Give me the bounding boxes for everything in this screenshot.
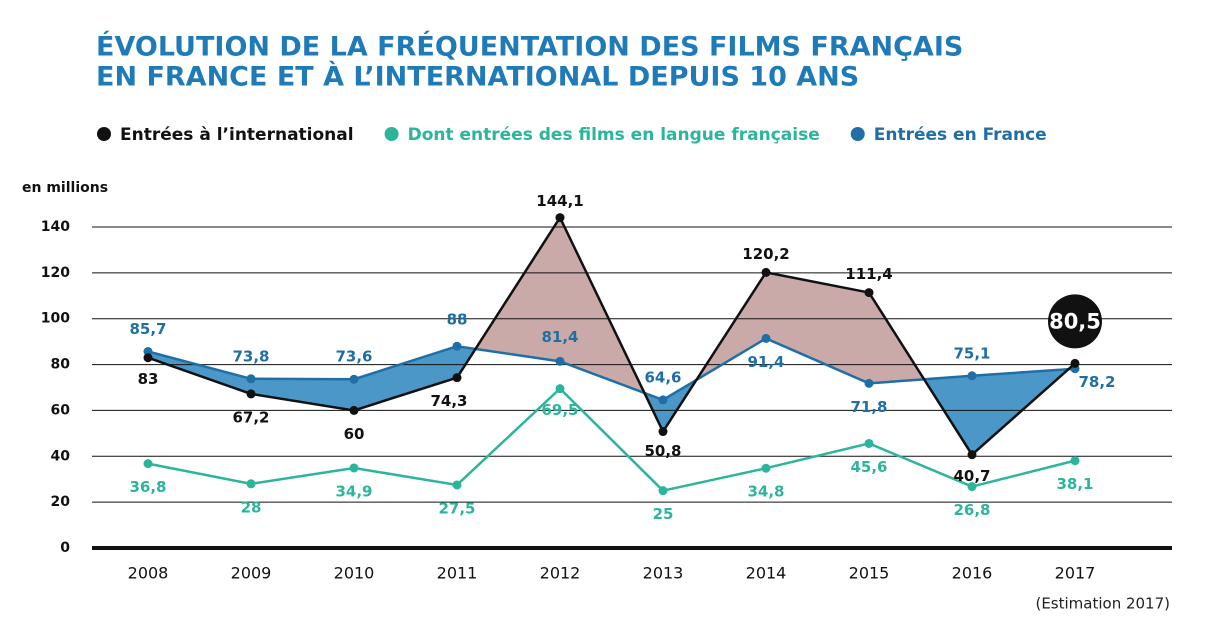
value-label: 27,5 bbox=[438, 499, 475, 517]
x-tick-label: 2017 bbox=[1055, 564, 1096, 583]
value-label: 85,7 bbox=[129, 320, 166, 338]
point bbox=[967, 450, 977, 460]
y-tick-label: 40 bbox=[51, 448, 71, 464]
y-tick-label: 100 bbox=[41, 311, 70, 327]
x-tick-label: 2015 bbox=[849, 564, 890, 583]
value-label: 75,1 bbox=[953, 344, 990, 362]
value-label: 36,8 bbox=[129, 478, 166, 496]
point bbox=[1070, 358, 1080, 368]
point bbox=[555, 213, 565, 223]
value-label: 25 bbox=[653, 505, 674, 523]
value-label: 40,7 bbox=[953, 467, 990, 485]
y-tick-label: 120 bbox=[41, 265, 70, 281]
point bbox=[452, 373, 462, 383]
value-label: 71,8 bbox=[850, 398, 887, 416]
point bbox=[761, 333, 771, 343]
gap-area bbox=[475, 217, 560, 362]
x-tick-label: 2011 bbox=[437, 564, 478, 583]
value-label: 26,8 bbox=[953, 501, 990, 519]
value-label: 144,1 bbox=[536, 192, 583, 210]
point bbox=[246, 479, 256, 489]
y-tick-label: 0 bbox=[60, 540, 70, 556]
x-tick-label: 2014 bbox=[746, 564, 787, 583]
point bbox=[246, 374, 256, 384]
legend-label: Entrées en France bbox=[874, 125, 1047, 145]
chart-title: EN FRANCE ET À L’INTERNATIONAL DEPUIS 10… bbox=[96, 61, 859, 93]
point bbox=[967, 371, 977, 381]
value-label: 45,6 bbox=[850, 458, 887, 476]
chart-title: ÉVOLUTION DE LA FRÉQUENTATION DES FILMS … bbox=[96, 31, 963, 63]
value-label: 34,9 bbox=[335, 482, 372, 500]
value-badge bbox=[1048, 294, 1102, 349]
point bbox=[143, 353, 153, 363]
value-label: 88 bbox=[447, 311, 468, 329]
gap-area bbox=[251, 378, 354, 411]
point bbox=[452, 341, 462, 351]
point bbox=[761, 463, 771, 473]
gap-area bbox=[148, 351, 251, 394]
value-label: 120,2 bbox=[742, 245, 789, 263]
value-label: 28 bbox=[241, 498, 262, 516]
x-tick-label: 2008 bbox=[128, 564, 169, 583]
point bbox=[864, 288, 874, 298]
legend-marker bbox=[850, 127, 865, 141]
point bbox=[658, 486, 668, 496]
value-label: 74,3 bbox=[430, 392, 467, 410]
gap-area bbox=[354, 346, 457, 411]
point bbox=[555, 384, 565, 394]
legend-marker bbox=[384, 127, 399, 141]
point bbox=[143, 347, 153, 357]
point bbox=[864, 378, 874, 388]
x-tick-label: 2010 bbox=[334, 564, 375, 583]
x-tick-label: 2009 bbox=[231, 564, 272, 583]
value-label: 80,5 bbox=[1049, 309, 1101, 333]
value-label: 38,1 bbox=[1056, 475, 1093, 493]
point bbox=[1070, 456, 1080, 466]
x-tick-label: 2016 bbox=[952, 564, 993, 583]
value-label: 67,2 bbox=[232, 408, 269, 426]
y-tick-label: 20 bbox=[51, 494, 71, 510]
x-tick-label: 2013 bbox=[643, 564, 684, 583]
y-tick-label: 80 bbox=[51, 357, 71, 373]
y-tick-label: 140 bbox=[41, 219, 70, 235]
value-label: 69,5 bbox=[541, 401, 578, 419]
value-label: 73,8 bbox=[232, 347, 269, 365]
point bbox=[349, 405, 359, 415]
point bbox=[349, 374, 359, 384]
point bbox=[452, 480, 462, 490]
point bbox=[246, 389, 256, 399]
point bbox=[864, 438, 874, 448]
legend-marker bbox=[97, 127, 111, 141]
value-label: 50,8 bbox=[644, 442, 681, 460]
value-label: 73,6 bbox=[335, 348, 372, 366]
legend-label: Entrées à l’international bbox=[120, 125, 354, 145]
point bbox=[658, 427, 668, 437]
point bbox=[555, 356, 565, 366]
value-label: 60 bbox=[344, 425, 365, 443]
value-label: 34,8 bbox=[747, 483, 784, 501]
note: (Estimation 2017) bbox=[1035, 595, 1170, 613]
value-label: 111,4 bbox=[845, 265, 892, 283]
value-label: 64,6 bbox=[644, 368, 681, 386]
value-label: 81,4 bbox=[541, 328, 578, 346]
point bbox=[349, 463, 359, 473]
point bbox=[967, 482, 977, 492]
line bbox=[147, 337, 1076, 402]
line bbox=[147, 215, 1076, 457]
point bbox=[658, 395, 668, 405]
legend-label: Dont entrées des films en langue françai… bbox=[408, 125, 820, 145]
line bbox=[147, 386, 1076, 493]
gap-area bbox=[766, 272, 869, 384]
point bbox=[143, 459, 153, 469]
value-label: 83 bbox=[138, 370, 159, 388]
y-axis-label: en millions bbox=[22, 180, 108, 196]
x-tick-label: 2012 bbox=[540, 564, 581, 583]
point bbox=[761, 267, 771, 277]
y-tick-label: 60 bbox=[51, 402, 71, 418]
value-label: 78,2 bbox=[1078, 373, 1115, 391]
value-label: 91,4 bbox=[747, 353, 784, 371]
